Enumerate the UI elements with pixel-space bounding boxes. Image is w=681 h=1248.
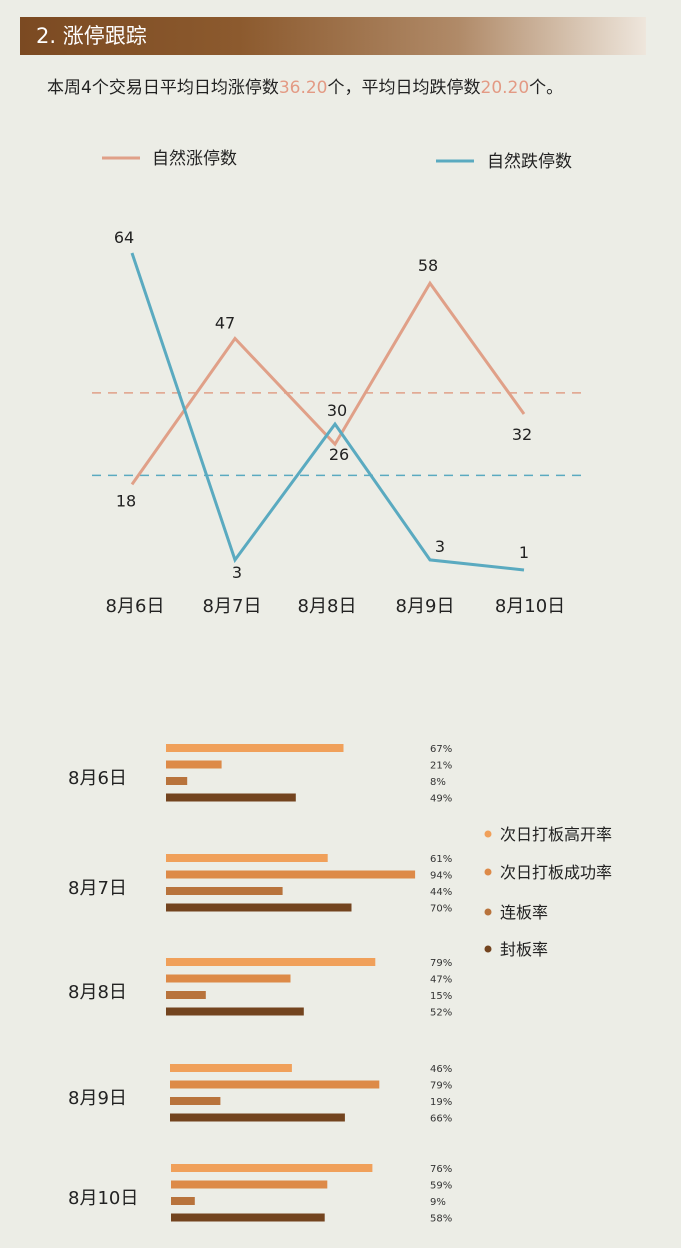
bar-value-label: 15% bbox=[430, 991, 452, 1002]
bar-value-label: 76% bbox=[430, 1164, 452, 1175]
bar-value-label: 59% bbox=[430, 1181, 452, 1192]
bar-category-label: 8月6日 bbox=[68, 768, 127, 789]
legend-label-2: 次日打板成功率 bbox=[500, 863, 612, 882]
bar-value-label: 70% bbox=[430, 904, 452, 915]
bar-value-label: 21% bbox=[430, 761, 452, 772]
legend-label-4: 封板率 bbox=[500, 940, 548, 959]
data-label: 3 bbox=[435, 537, 445, 556]
bar-category-label: 8月10日 bbox=[68, 1188, 138, 1209]
series-line-2 bbox=[130, 252, 525, 572]
bar-category-label: 8月9日 bbox=[68, 1088, 127, 1109]
summary-text: 本周4个交易日平均日均涨停数36.20个，平均日均跌停数20.20个。 bbox=[47, 76, 563, 100]
legend-label-1: 自然涨停数 bbox=[152, 149, 237, 169]
bar-value-label: 67% bbox=[430, 744, 452, 755]
bar-value-label: 46% bbox=[430, 1064, 452, 1075]
bar-2 bbox=[166, 760, 222, 769]
x-tick-label: 8月7日 bbox=[203, 596, 262, 617]
data-label: 3 bbox=[232, 563, 242, 582]
bar-1 bbox=[166, 854, 328, 862]
legend-dot-3 bbox=[484, 908, 492, 916]
section-header: 2. 涨停跟踪 bbox=[20, 17, 646, 55]
x-tick-label: 8月9日 bbox=[396, 596, 455, 617]
bar-4 bbox=[166, 903, 352, 912]
x-tick-label: 8月8日 bbox=[298, 596, 357, 617]
legend-label-1: 次日打板高开率 bbox=[500, 825, 612, 844]
bar-3 bbox=[166, 991, 206, 999]
avg-up-value: 36.20 bbox=[278, 78, 328, 98]
bar-value-label: 79% bbox=[430, 1081, 452, 1092]
bar-value-label: 44% bbox=[430, 887, 452, 898]
bar-4 bbox=[171, 1213, 325, 1222]
bar-value-label: 9% bbox=[430, 1197, 446, 1208]
avg-down-value: 20.20 bbox=[480, 78, 530, 98]
data-label: 58 bbox=[418, 256, 438, 275]
bar-1 bbox=[170, 1064, 292, 1072]
bar-value-label: 61% bbox=[430, 854, 452, 865]
bar-2 bbox=[170, 1080, 380, 1089]
bar-value-label: 79% bbox=[430, 958, 452, 969]
bar-value-label: 19% bbox=[430, 1097, 452, 1108]
bar-4 bbox=[166, 1007, 304, 1016]
bar-1 bbox=[166, 744, 344, 752]
bar-2 bbox=[166, 974, 291, 983]
bar-category-label: 8月7日 bbox=[68, 878, 127, 899]
bar-value-label: 47% bbox=[430, 975, 452, 986]
bar-4 bbox=[170, 1113, 345, 1122]
bar-value-label: 52% bbox=[430, 1008, 452, 1019]
bar-value-label: 8% bbox=[430, 777, 446, 788]
bar-1 bbox=[171, 1164, 373, 1172]
bar-value-label: 58% bbox=[430, 1214, 452, 1225]
bar-3 bbox=[166, 777, 188, 785]
bar-category-label: 8月8日 bbox=[68, 982, 127, 1003]
x-tick-label: 8月10日 bbox=[495, 596, 565, 617]
data-label: 26 bbox=[329, 445, 349, 464]
data-label: 47 bbox=[215, 314, 235, 333]
bar-2 bbox=[171, 1180, 328, 1189]
data-label: 30 bbox=[327, 401, 347, 420]
summary-middle: 个，平均日均跌停数 bbox=[327, 78, 481, 98]
series-line-1 bbox=[130, 280, 526, 486]
bar-1 bbox=[166, 958, 376, 966]
bar-value-label: 66% bbox=[430, 1114, 452, 1125]
bar-2 bbox=[166, 870, 416, 879]
data-label: 64 bbox=[114, 228, 134, 247]
bar-value-label: 94% bbox=[430, 871, 452, 882]
bar-3 bbox=[170, 1097, 221, 1105]
data-label: 32 bbox=[512, 425, 532, 444]
section-title: 2. 涨停跟踪 bbox=[36, 24, 147, 48]
x-tick-label: 8月6日 bbox=[106, 596, 165, 617]
bar-value-label: 49% bbox=[430, 794, 452, 805]
bar-3 bbox=[171, 1197, 195, 1205]
summary-prefix: 本周4个交易日平均日均涨停数 bbox=[47, 78, 279, 98]
legend-dot-4 bbox=[484, 945, 492, 953]
summary-suffix: 个。 bbox=[529, 78, 564, 98]
data-label: 1 bbox=[519, 543, 529, 562]
legend-dot-2 bbox=[484, 868, 492, 876]
legend-label-3: 连板率 bbox=[500, 903, 548, 922]
legend-label-2: 自然跌停数 bbox=[487, 152, 572, 172]
bar-3 bbox=[166, 887, 283, 895]
data-label: 18 bbox=[116, 491, 136, 510]
bar-4 bbox=[166, 793, 296, 802]
legend-dot-1 bbox=[484, 830, 492, 838]
line-chart: 自然涨停数 自然跌停数 18 47 26 58 32 64 3 30 3 1 8月6日 8月7日 8月8日 8… bbox=[92, 149, 583, 617]
